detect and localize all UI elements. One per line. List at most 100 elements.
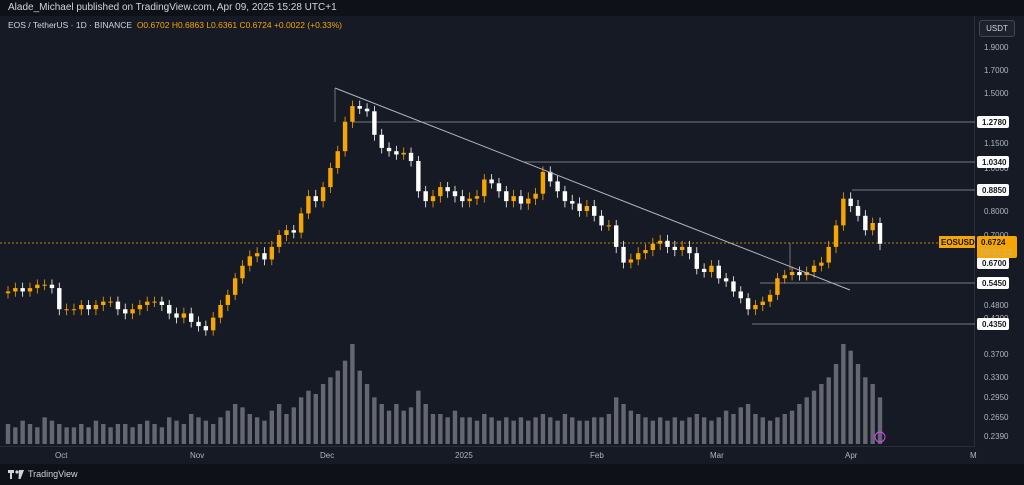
time-axis-label: Feb [590, 451, 604, 460]
volume-bar [423, 404, 428, 444]
volume-bar [357, 370, 362, 444]
volume-bar [123, 424, 128, 444]
volume-bar [210, 424, 216, 444]
price-axis[interactable] [975, 16, 1024, 446]
volume-bar [782, 414, 787, 444]
symbol-name-label: EOSUSDT [941, 238, 980, 247]
price-tick-label: 1.1500 [984, 139, 1009, 148]
candle-body [767, 294, 773, 302]
candle-body [13, 288, 18, 292]
level-price-label: 0.8850 [982, 186, 1007, 195]
volume-bar [13, 427, 18, 444]
level-price-box [977, 156, 1009, 168]
candle-body [342, 121, 348, 152]
volume-bar [518, 417, 524, 444]
volume-bar [42, 417, 47, 444]
volume-bar [701, 417, 707, 444]
level-price-box [977, 116, 1009, 128]
volume-bar [71, 427, 77, 444]
candle-body [401, 152, 406, 155]
volume-bar [342, 360, 348, 444]
volume-bar [650, 420, 656, 444]
volume-bar [606, 414, 612, 444]
candle-body [357, 106, 362, 109]
volume-bar [709, 420, 714, 444]
volume-bar [108, 427, 113, 444]
candle-body [577, 203, 582, 211]
level-price-label: 0.4350 [982, 320, 1007, 329]
candle-body [306, 196, 311, 214]
candle-body [723, 278, 729, 282]
candle-body [276, 235, 282, 247]
candle-body [782, 275, 787, 279]
volume-bar [811, 390, 817, 444]
time-axis[interactable] [0, 446, 975, 465]
currency-button[interactable]: USDT [979, 20, 1015, 37]
volume-bar [401, 410, 406, 444]
volume-bar [64, 427, 69, 444]
volume-bar [679, 420, 685, 444]
volume-bar [723, 410, 729, 444]
candle-body [460, 196, 465, 202]
level-price-box [977, 257, 1009, 269]
candle-body [635, 253, 641, 260]
candle-body [130, 309, 135, 314]
candle-body [394, 151, 399, 155]
candle-body [855, 206, 861, 216]
candle-body [482, 179, 487, 197]
chart-pane[interactable]: EOS / TetherUS · 1D · BINANCE O0.6702 H0… [0, 16, 975, 446]
candle-body [232, 278, 238, 295]
candle-body [672, 246, 678, 251]
volume-bar [430, 414, 436, 444]
candle-body [819, 262, 824, 266]
volume-bar [657, 417, 663, 444]
candle-body [833, 225, 839, 247]
volume-bar [137, 424, 143, 444]
price-tick-label: 0.3300 [984, 373, 1009, 382]
candle-body [621, 246, 626, 263]
volume-bar [460, 417, 465, 444]
volume-bar [276, 404, 282, 444]
volume-bar [452, 410, 458, 444]
volume-bar [855, 364, 861, 444]
candle-body [159, 301, 165, 305]
volume-bar [335, 370, 340, 444]
volume-bar [86, 427, 91, 444]
volume-bar [20, 420, 25, 444]
volume-bar [628, 410, 634, 444]
volume-bar [445, 417, 450, 444]
candle-body [123, 309, 128, 314]
volume-bar [328, 377, 333, 444]
candle-body [555, 181, 560, 192]
tradingview-logo-icon [8, 470, 24, 479]
candle-body [320, 187, 326, 202]
candle-body [328, 168, 333, 188]
volume-bar [833, 364, 839, 444]
volume-bar [767, 420, 773, 444]
candle-body [225, 294, 231, 305]
candle-body [877, 223, 883, 244]
price-tick-label: 0.2390 [984, 432, 1009, 441]
volume-bar [745, 404, 751, 444]
candle-body [694, 253, 700, 269]
candle-body [562, 191, 568, 202]
volume-bar [672, 417, 678, 444]
volume-bar [298, 397, 304, 444]
candle-body [584, 206, 590, 211]
candle-body [496, 183, 502, 192]
candle-body [570, 201, 575, 204]
volume-bar [760, 417, 765, 444]
volume-bar [5, 424, 11, 444]
footer-brand: TradingView [28, 469, 78, 479]
time-axis-label: 2025 [455, 451, 473, 460]
candle-body [804, 272, 809, 276]
volume-bar [716, 417, 721, 444]
candle-body [518, 196, 524, 204]
symbol-legend: EOS / TetherUS · 1D · BINANCE O0.6702 H0… [8, 20, 342, 30]
volume-bar [877, 397, 883, 444]
candle-body [181, 313, 187, 318]
candle-body [247, 256, 253, 266]
volume-bar [247, 414, 253, 444]
volume-bar [101, 424, 106, 444]
candle-body [738, 291, 743, 299]
